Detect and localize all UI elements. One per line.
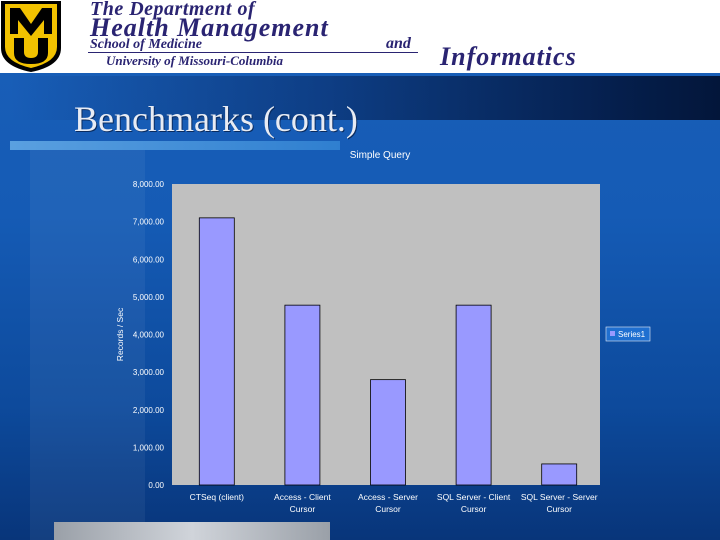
x-tick-label: Cursor <box>546 504 572 514</box>
footer-bar <box>54 522 330 540</box>
department-name: The Department of Health Management Scho… <box>68 0 708 73</box>
legend: Series1 <box>605 326 651 342</box>
y-tick-label: 7,000.00 <box>133 218 165 227</box>
y-axis: 0.00 1,000.00 2,000.00 3,000.00 4,000.00 5,00… <box>133 180 165 490</box>
title-bar <box>10 76 720 120</box>
x-tick-label: SQL Server - Server <box>521 492 598 502</box>
bar <box>284 304 321 486</box>
x-tick-label: CTSeq (client) <box>190 492 244 502</box>
bar <box>370 379 406 486</box>
legend-label-series1: Series1 <box>618 330 646 339</box>
banner-line-3: School of Medicine <box>90 37 202 52</box>
bar <box>198 217 235 486</box>
y-tick-label: 1,000.00 <box>133 443 165 452</box>
bar <box>541 463 578 486</box>
y-axis-label: Records / Sec <box>115 307 125 361</box>
y-tick-label: 2,000.00 <box>133 406 165 415</box>
x-tick-label: Cursor <box>290 504 316 514</box>
banner-and: and <box>386 35 411 52</box>
x-tick-label: Cursor <box>375 504 401 514</box>
slide-title: Benchmarks (cont.) <box>74 99 358 139</box>
header-banner: The Department of Health Management Scho… <box>0 0 720 73</box>
y-tick-label: 6,000.00 <box>133 255 165 264</box>
bars <box>198 217 578 486</box>
y-tick-label: 3,000.00 <box>133 368 165 377</box>
banner-rule <box>88 52 418 53</box>
chart-title: Simple Query <box>350 150 411 161</box>
y-tick-label: 4,000.00 <box>133 331 165 340</box>
x-axis: CTSeq (client) Access - Client Cursor Acces… <box>190 492 598 514</box>
title-underline <box>10 141 340 150</box>
banner-line-2: Health Management <box>90 13 329 42</box>
background-stripe <box>30 150 145 540</box>
banner-line-1: The Department of <box>90 0 256 20</box>
x-tick-label: Cursor <box>461 504 487 514</box>
x-tick-label: Access - Server <box>358 492 418 502</box>
banner-line-5: University of Missouri-Columbia <box>106 53 283 68</box>
x-tick-label: SQL Server - Client <box>437 492 511 502</box>
legend-swatch-series1 <box>610 331 615 336</box>
y-tick-label: 8,000.00 <box>133 180 165 189</box>
banner-line-4: Informatics <box>440 42 577 71</box>
y-tick-label: 5,000.00 <box>133 293 165 302</box>
mu-logo <box>1 1 61 72</box>
y-tick-label: 0.00 <box>148 481 164 490</box>
x-tick-label: Access - Client <box>274 492 331 502</box>
bar <box>455 304 492 486</box>
legend-box <box>605 326 651 342</box>
